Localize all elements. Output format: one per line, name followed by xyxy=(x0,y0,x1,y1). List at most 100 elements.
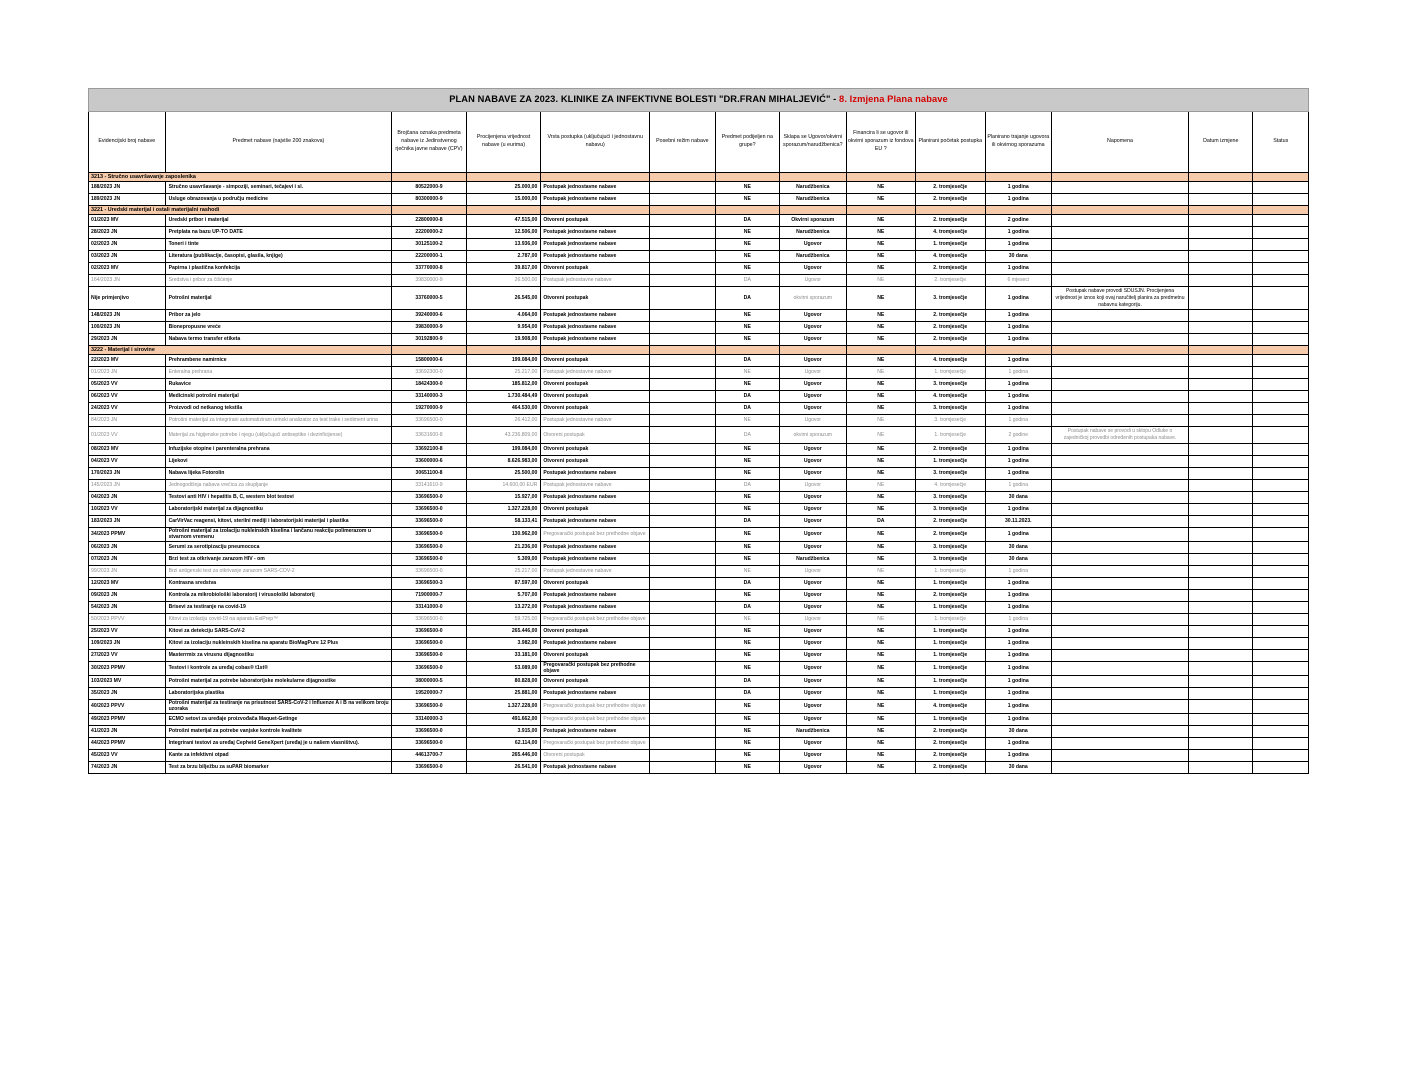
cell-sklapa-se: Narudžbenica xyxy=(779,552,847,566)
cell-posebni-rezim xyxy=(649,760,716,774)
section-group-blank xyxy=(714,345,781,356)
cell-vrsta-postupka: Postupak jednostavne nabave xyxy=(540,490,651,504)
cell-status xyxy=(1252,378,1309,392)
cell-evidencijski-broj: 189/2023 JN xyxy=(88,193,166,206)
cell-podijeljen-na-grupe: NE xyxy=(714,612,781,626)
cell-procijenjena-vrijednost: 491.662,00 xyxy=(465,712,542,726)
cell-datum-izmjene xyxy=(1188,540,1254,554)
cell-trajanje-ugovora: 1 godina xyxy=(984,354,1053,368)
cell-datum-izmjene xyxy=(1188,502,1254,516)
page-title-accent: 8. Izmjena Plana nabave xyxy=(839,94,948,105)
cell-posebni-rezim xyxy=(649,262,716,275)
cell-sklapa-se: Ugovor xyxy=(779,624,847,638)
cell-cpv-oznaka: 30192800-9 xyxy=(391,333,467,347)
cell-podijeljen-na-grupe: NE xyxy=(714,660,781,676)
cell-napomena xyxy=(1051,226,1190,239)
cell-status xyxy=(1252,321,1309,335)
cell-procijenjena-vrijednost: 15.000,00 xyxy=(465,193,542,206)
cell-posebni-rezim xyxy=(649,466,716,480)
page-title-main: PLAN NABAVE ZA 2023. KLINIKE ZA INFEKTIV… xyxy=(449,94,840,105)
cell-datum-izmjene xyxy=(1188,309,1254,323)
cell-planirani-pocetak: 3. tromjesečje xyxy=(915,402,986,416)
cell-cpv-oznaka: 39830000-9 xyxy=(391,321,467,335)
cell-podijeljen-na-grupe: NE xyxy=(714,414,781,428)
cell-planirani-pocetak: 1. tromjesečje xyxy=(915,564,986,578)
cell-cpv-oznaka: 33696500-0 xyxy=(391,490,467,504)
cell-status xyxy=(1252,414,1309,428)
cell-predmet-nabave: Serumi za serotipizaciju pneumococa xyxy=(164,540,393,554)
cell-datum-izmjene xyxy=(1188,588,1254,602)
cell-evidencijski-broj: 34/2023 PPMV xyxy=(88,526,166,542)
table-row: 189/2023 JN Usluge obrazovanja u području… xyxy=(88,193,1309,206)
cell-sklapa-se: Ugovor xyxy=(779,390,847,404)
cell-evidencijski-broj: 08/2023 MV xyxy=(88,442,166,456)
cell-status xyxy=(1252,526,1309,542)
cell-vrsta-postupka: Otvoreni postupak xyxy=(540,576,651,590)
cell-predmet-nabave: Kitovi za izolaciju nukleinskih kiselina… xyxy=(164,636,393,650)
cell-podijeljen-na-grupe: DA xyxy=(714,426,781,444)
section-group-row: 3222 - Materijal i sirovine xyxy=(87,345,1309,356)
cell-posebni-rezim xyxy=(649,214,716,227)
cell-posebni-rezim xyxy=(649,540,716,554)
cell-procijenjena-vrijednost: 25.000,00 xyxy=(465,181,542,194)
cell-napomena xyxy=(1051,612,1190,626)
cell-vrsta-postupka: Otvoreni postupak xyxy=(540,354,651,368)
cell-evidencijski-broj: 04/2023 VV xyxy=(88,454,166,468)
cell-status xyxy=(1252,366,1309,380)
cell-fondovi-eu: DA xyxy=(845,514,917,528)
cell-vrsta-postupka: Postupak jednostavne nabave xyxy=(540,274,651,287)
cell-datum-izmjene xyxy=(1188,576,1254,590)
cell-predmet-nabave: Nabava termo transfer etiketa xyxy=(164,333,393,347)
table-row: 148/2023 JN Pribor za jelo 39240000-6 4.064… xyxy=(88,309,1309,323)
section-group-blank xyxy=(845,345,917,356)
cell-datum-izmjene xyxy=(1188,552,1254,566)
cell-predmet-nabave: Nabava lijeka Fotorolin xyxy=(164,466,393,480)
cell-predmet-nabave: Testovi anti HIV i hepatitis B, C, weste… xyxy=(164,490,393,504)
cell-podijeljen-na-grupe: DA xyxy=(714,686,781,700)
cell-trajanje-ugovora: 30.11.2023. xyxy=(984,514,1053,528)
cell-datum-izmjene xyxy=(1188,760,1254,774)
cell-predmet-nabave: Potrošni materijal xyxy=(164,285,393,311)
cell-napomena xyxy=(1051,576,1190,590)
cell-podijeljen-na-grupe: DA xyxy=(714,274,781,287)
cell-trajanje-ugovora: 1 godina xyxy=(984,686,1053,700)
cell-datum-izmjene xyxy=(1188,250,1254,263)
cell-trajanje-ugovora: 1 godina xyxy=(984,576,1053,590)
cell-procijenjena-vrijednost: 43.236.809,00 xyxy=(465,426,542,444)
cell-trajanje-ugovora: 1 godina xyxy=(984,193,1053,206)
cell-planirani-pocetak: 1. tromjesečje xyxy=(915,612,986,626)
cell-fondovi-eu: NE xyxy=(845,624,917,638)
cell-procijenjena-vrijednost: 21.236,00 xyxy=(465,540,542,554)
cell-cpv-oznaka: 22200000-2 xyxy=(391,226,467,239)
cell-podijeljen-na-grupe: NE xyxy=(714,624,781,638)
section-group-blank xyxy=(915,205,986,215)
cell-trajanje-ugovora: 1 godina xyxy=(984,736,1053,750)
cell-trajanje-ugovora: 2 godine xyxy=(984,426,1053,444)
cell-planirani-pocetak: 3. tromjesečje xyxy=(915,378,986,392)
section-group-blank xyxy=(915,345,986,356)
cell-datum-izmjene xyxy=(1188,442,1254,456)
cell-podijeljen-na-grupe: NE xyxy=(714,454,781,468)
cell-evidencijski-broj: 45/2023 VV xyxy=(88,748,166,762)
cell-sklapa-se: Narudžbenica xyxy=(779,181,847,194)
cell-datum-izmjene xyxy=(1188,354,1254,368)
cell-podijeljen-na-grupe: NE xyxy=(714,378,781,392)
cell-fondovi-eu: NE xyxy=(845,414,917,428)
table-row: 28/2023 JN Pretplata na bazu UP-TO DATE 22… xyxy=(88,226,1309,239)
cell-planirani-pocetak: 1. tromjesečje xyxy=(915,636,986,650)
cell-podijeljen-na-grupe: NE xyxy=(714,502,781,516)
table-row: 08/2023 MV Infuzijske otopine i parentera… xyxy=(88,442,1309,456)
cell-posebni-rezim xyxy=(649,724,716,738)
cell-predmet-nabave: Potrošni materijal za potrebe laboratori… xyxy=(164,674,393,688)
cell-cpv-oznaka: 33696500-0 xyxy=(391,698,467,714)
cell-evidencijski-broj: 05/2023 VV xyxy=(88,378,166,392)
section-group-blank xyxy=(1188,205,1254,215)
cell-trajanje-ugovora: 1 godina xyxy=(984,366,1053,380)
cell-vrsta-postupka: Postupak jednostavne nabave xyxy=(540,514,651,528)
cell-sklapa-se: Ugovor xyxy=(779,564,847,578)
cell-posebni-rezim xyxy=(649,660,716,676)
cell-datum-izmjene xyxy=(1188,600,1254,614)
cell-sklapa-se: Ugovor xyxy=(779,274,847,287)
cell-planirani-pocetak: 2. tromjesečje xyxy=(915,309,986,323)
column-header-2: Brojčana oznaka predmeta nabave iz Jedin… xyxy=(391,111,467,173)
